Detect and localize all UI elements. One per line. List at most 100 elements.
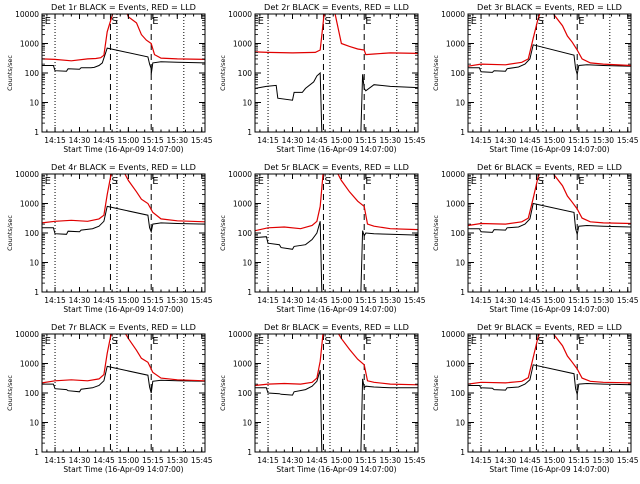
events-series-line bbox=[255, 221, 418, 292]
event-marker-label: S bbox=[324, 16, 330, 27]
y-tick-label: 10 bbox=[455, 419, 465, 428]
x-axis-label: Start Time (16-Apr-09 14:07:00) bbox=[63, 145, 183, 154]
y-tick-label: 1 bbox=[34, 448, 39, 457]
x-tick-label: 15:00 bbox=[331, 296, 353, 305]
events-series-line bbox=[255, 71, 418, 132]
events-series-line bbox=[42, 365, 205, 394]
plot-frame bbox=[467, 173, 632, 293]
y-tick-label: 1000 bbox=[446, 200, 465, 209]
chart-title: Det 9r BLACK = Events, RED = LLD bbox=[477, 322, 622, 332]
lld-series-line bbox=[468, 174, 631, 227]
events-series-line bbox=[468, 364, 631, 395]
series-group bbox=[42, 14, 205, 75]
plot-frame bbox=[254, 13, 419, 133]
y-tick-label: 1 bbox=[34, 128, 39, 137]
x-tick-label: 15:00 bbox=[331, 136, 353, 145]
x-tick-label: 14:30 bbox=[495, 456, 517, 465]
event-marker-label: E bbox=[45, 176, 51, 187]
x-tick-label: 15:30 bbox=[379, 456, 401, 465]
plot-frame bbox=[41, 173, 206, 293]
x-tick-label: 14:45 bbox=[306, 456, 328, 465]
events-series-line bbox=[42, 205, 205, 235]
event-marker-label: E bbox=[45, 16, 51, 27]
x-tick-label: 15:15 bbox=[142, 456, 164, 465]
lld-series-line bbox=[468, 14, 631, 67]
x-axis-label: Start Time (16-Apr-09 14:07:00) bbox=[276, 465, 396, 474]
event-marker-label: E bbox=[258, 336, 264, 347]
series-group bbox=[255, 334, 418, 452]
event-marker-label: E bbox=[578, 176, 584, 187]
y-tick-label: 10 bbox=[242, 99, 252, 108]
event-marker-label: E bbox=[578, 16, 584, 27]
events-series-line bbox=[255, 369, 418, 452]
x-axis-label: Start Time (16-Apr-09 14:07:00) bbox=[63, 465, 183, 474]
y-axis-label: Counts/sec bbox=[219, 375, 227, 411]
x-tick-label: 15:30 bbox=[379, 136, 401, 145]
x-tick-label: 15:30 bbox=[166, 136, 188, 145]
x-tick-label: 15:00 bbox=[118, 296, 140, 305]
lld-series-line bbox=[255, 174, 418, 232]
y-tick-label: 10000 bbox=[228, 330, 252, 339]
y-tick-label: 1000 bbox=[20, 360, 39, 369]
y-tick-label: 100 bbox=[25, 389, 40, 398]
x-tick-label: 15:30 bbox=[166, 456, 188, 465]
y-tick-label: 1000 bbox=[20, 40, 39, 49]
event-marker-label: E bbox=[152, 176, 158, 187]
event-marker-label: E bbox=[258, 176, 264, 187]
y-tick-label: 10000 bbox=[228, 10, 252, 19]
y-tick-label: 1 bbox=[247, 128, 252, 137]
x-tick-label: 14:45 bbox=[93, 296, 115, 305]
x-axis-label: Start Time (16-Apr-09 14:07:00) bbox=[276, 305, 396, 314]
x-tick-label: 14:15 bbox=[470, 136, 492, 145]
y-tick-label: 100 bbox=[238, 69, 253, 78]
plot-frame bbox=[41, 333, 206, 453]
x-tick-label: 15:45 bbox=[617, 296, 639, 305]
y-tick-label: 100 bbox=[451, 69, 466, 78]
x-tick-label: 15:45 bbox=[617, 456, 639, 465]
x-tick-label: 15:45 bbox=[404, 296, 426, 305]
x-axis-label: Start Time (16-Apr-09 14:07:00) bbox=[489, 465, 609, 474]
lld-series-line bbox=[255, 334, 418, 387]
y-tick-label: 1000 bbox=[446, 360, 465, 369]
x-tick-label: 15:15 bbox=[568, 456, 590, 465]
chart-title: Det 7r BLACK = Events, RED = LLD bbox=[51, 322, 196, 332]
series-group bbox=[468, 14, 631, 75]
x-tick-label: 15:45 bbox=[191, 296, 213, 305]
event-marker-label: E bbox=[152, 336, 158, 347]
y-axis-label: Counts/sec bbox=[432, 375, 440, 411]
y-tick-label: 10 bbox=[455, 259, 465, 268]
chart-title: Det 3r BLACK = Events, RED = LLD bbox=[477, 2, 622, 12]
x-tick-label: 15:00 bbox=[331, 456, 353, 465]
y-tick-label: 10 bbox=[29, 99, 39, 108]
x-tick-label: 15:45 bbox=[404, 136, 426, 145]
events-series-line bbox=[468, 202, 631, 235]
y-tick-label: 1000 bbox=[233, 360, 252, 369]
x-tick-label: 15:30 bbox=[592, 456, 614, 465]
x-tick-label: 15:15 bbox=[355, 296, 377, 305]
y-tick-label: 100 bbox=[238, 229, 253, 238]
x-tick-label: 14:45 bbox=[519, 296, 541, 305]
x-tick-label: 15:30 bbox=[379, 296, 401, 305]
lld-series-line bbox=[468, 334, 631, 385]
event-marker-label: E bbox=[471, 16, 477, 27]
y-axis-label: Counts/sec bbox=[219, 55, 227, 91]
y-tick-label: 10 bbox=[455, 99, 465, 108]
x-tick-label: 15:30 bbox=[166, 296, 188, 305]
y-tick-label: 1000 bbox=[233, 200, 252, 209]
x-tick-label: 14:30 bbox=[69, 456, 91, 465]
event-marker-label: E bbox=[578, 336, 584, 347]
y-tick-label: 10 bbox=[29, 419, 39, 428]
x-tick-label: 14:15 bbox=[44, 136, 66, 145]
x-axis-label: Start Time (16-Apr-09 14:07:00) bbox=[276, 145, 396, 154]
x-tick-label: 15:15 bbox=[142, 296, 164, 305]
y-tick-label: 1 bbox=[460, 448, 465, 457]
x-tick-label: 15:45 bbox=[617, 136, 639, 145]
